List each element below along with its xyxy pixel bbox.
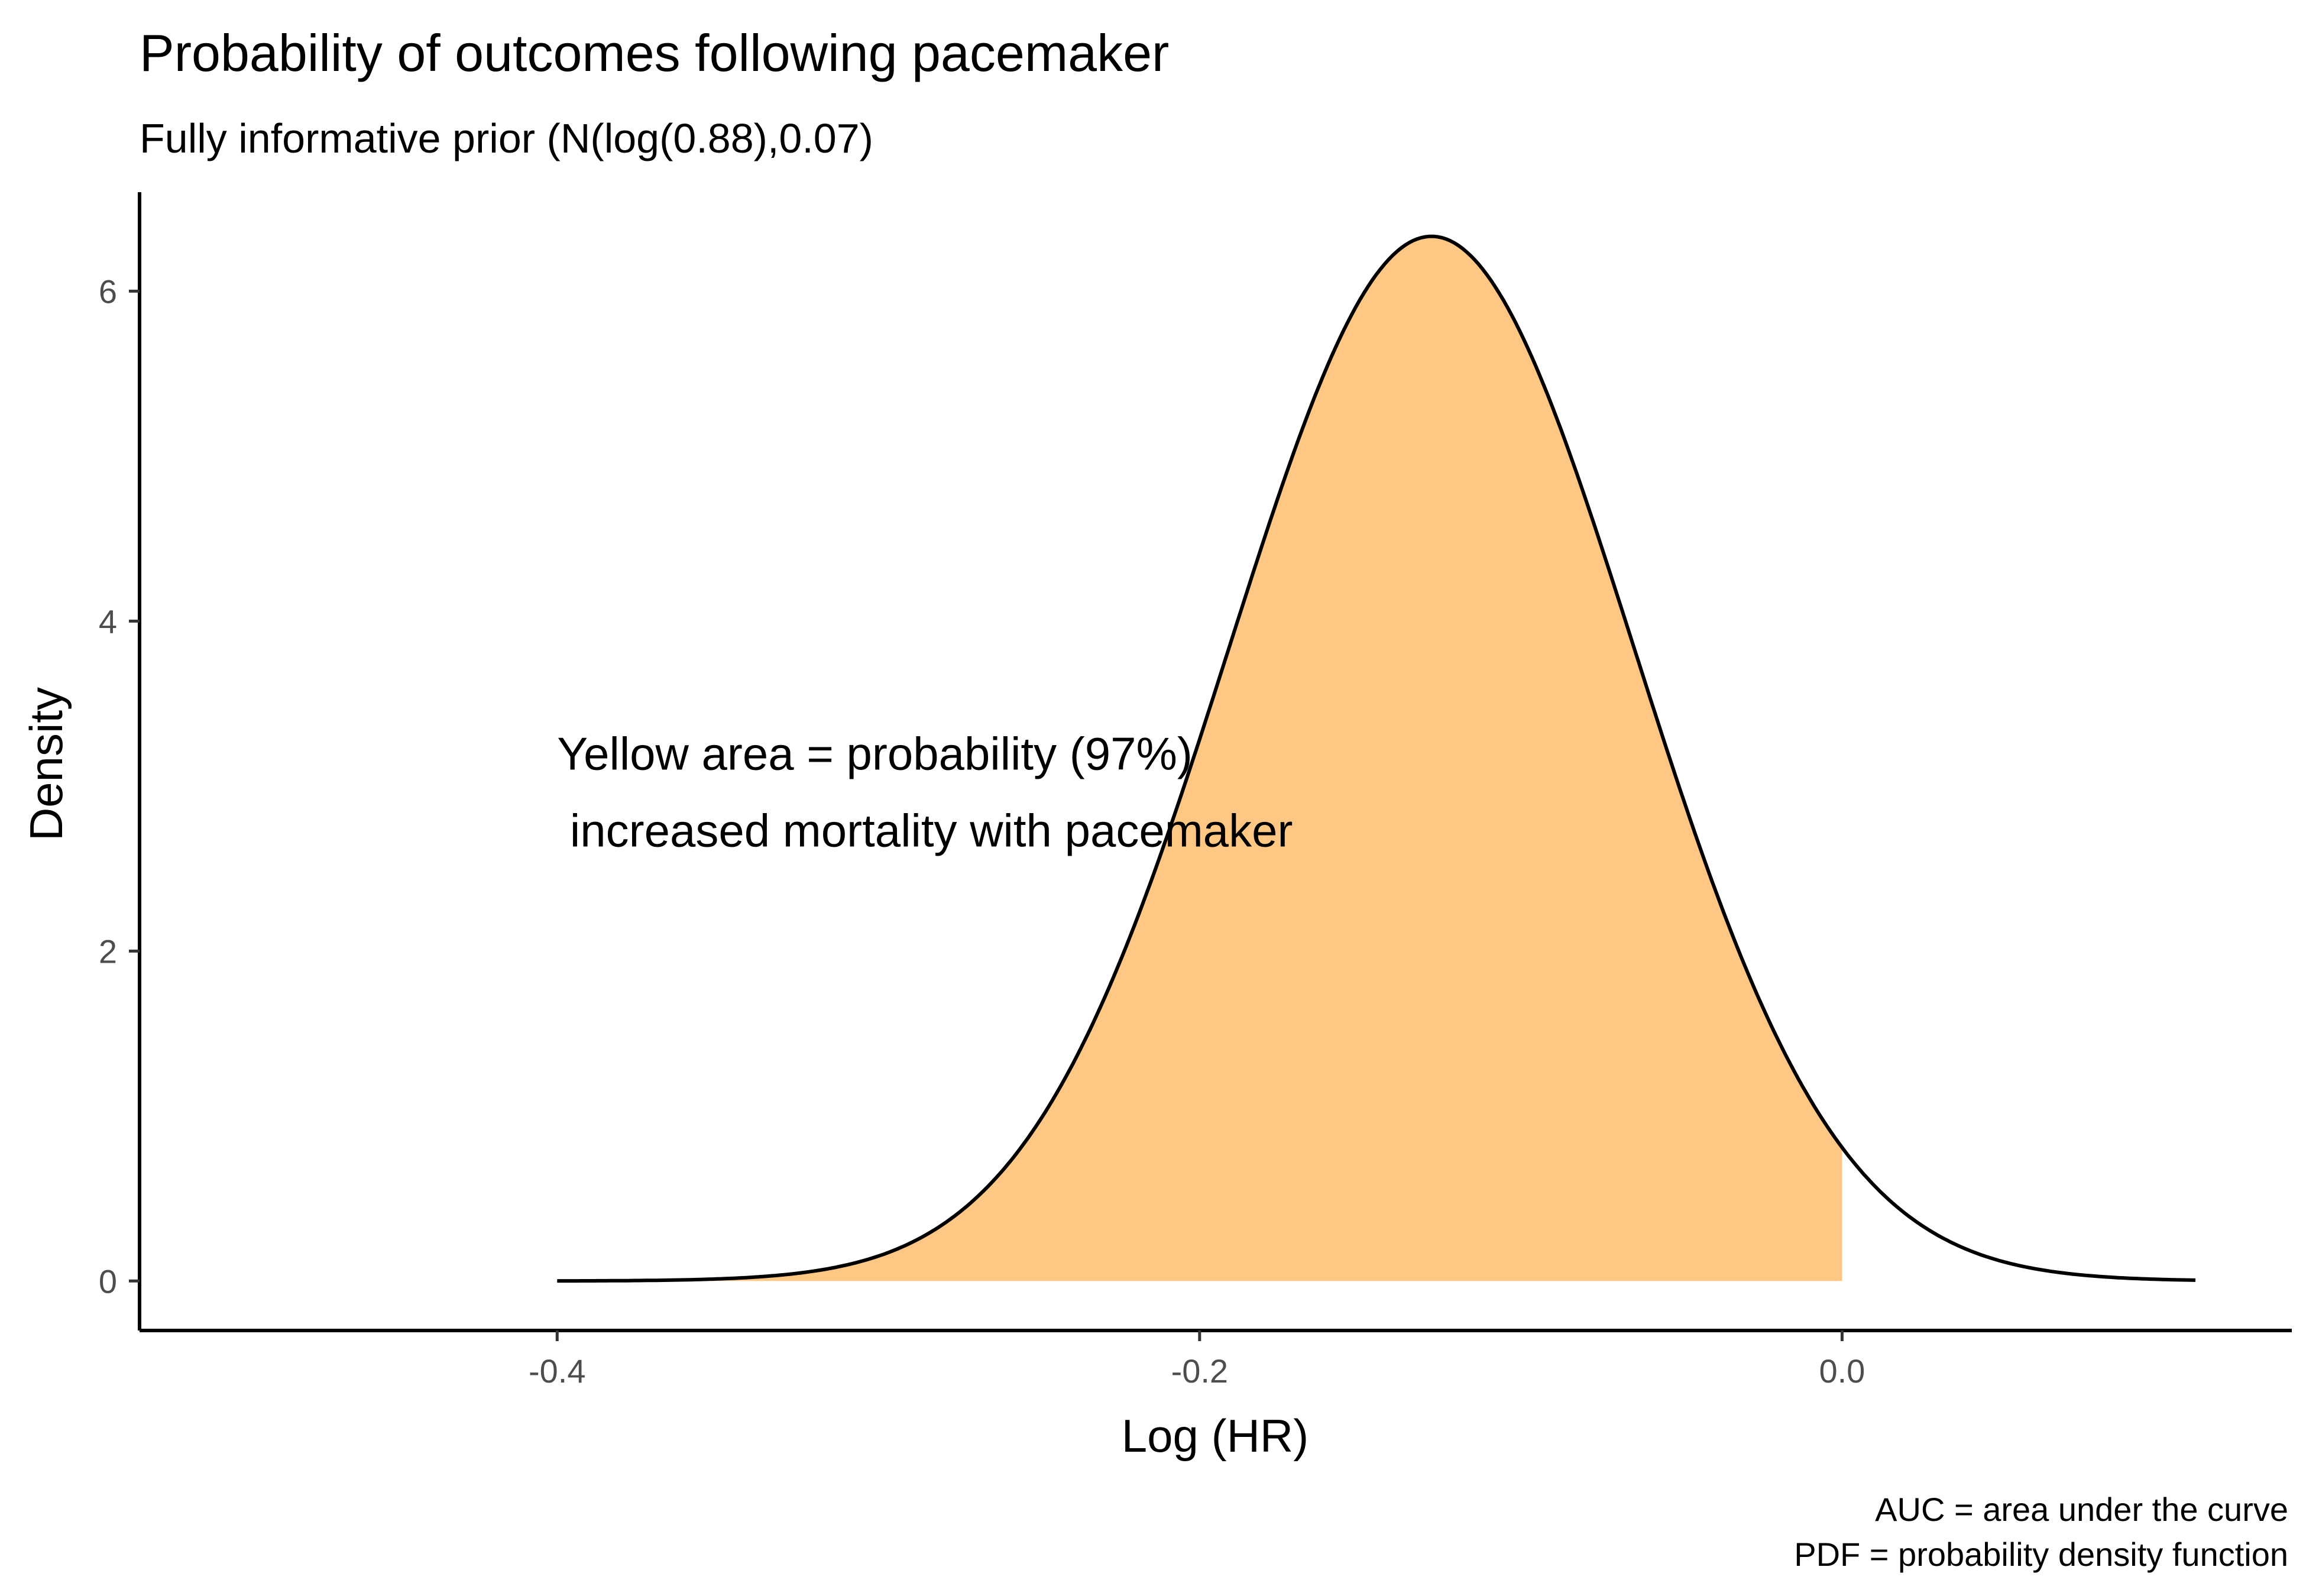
plot-area: -0.4 -0.2 0.0 0 2 4 6 <box>99 192 2292 1390</box>
y-axis-title: Density <box>20 687 72 841</box>
caption-line-1: AUC = area under the curve <box>1875 1491 2288 1528</box>
x-axis-ticks: -0.4 -0.2 0.0 <box>529 1330 1865 1390</box>
y-tick-label: 6 <box>99 273 117 310</box>
y-tick-label: 4 <box>99 603 117 640</box>
probability-area <box>557 236 1842 1281</box>
annotation-line-1: Yellow area = probability (97%) <box>557 727 1193 779</box>
x-tick-label: 0.0 <box>1819 1352 1865 1390</box>
x-tick-label: -0.4 <box>529 1352 586 1390</box>
density-curve <box>557 234 2196 1283</box>
chart-title: Probability of outcomes following pacema… <box>140 24 1169 82</box>
y-axis-ticks: 0 2 4 6 <box>99 273 140 1300</box>
y-tick-label: 2 <box>99 933 117 970</box>
y-tick-label: 0 <box>99 1262 117 1300</box>
annotation-line-2: increased mortality with pacemaker <box>557 804 1293 856</box>
x-tick-label: -0.2 <box>1171 1352 1229 1390</box>
x-axis-title: Log (HR) <box>1122 1410 1309 1462</box>
caption-line-2: PDF = probability density function <box>1794 1536 2288 1573</box>
chart-subtitle: Fully informative prior (N(log(0.88),0.0… <box>140 115 873 161</box>
